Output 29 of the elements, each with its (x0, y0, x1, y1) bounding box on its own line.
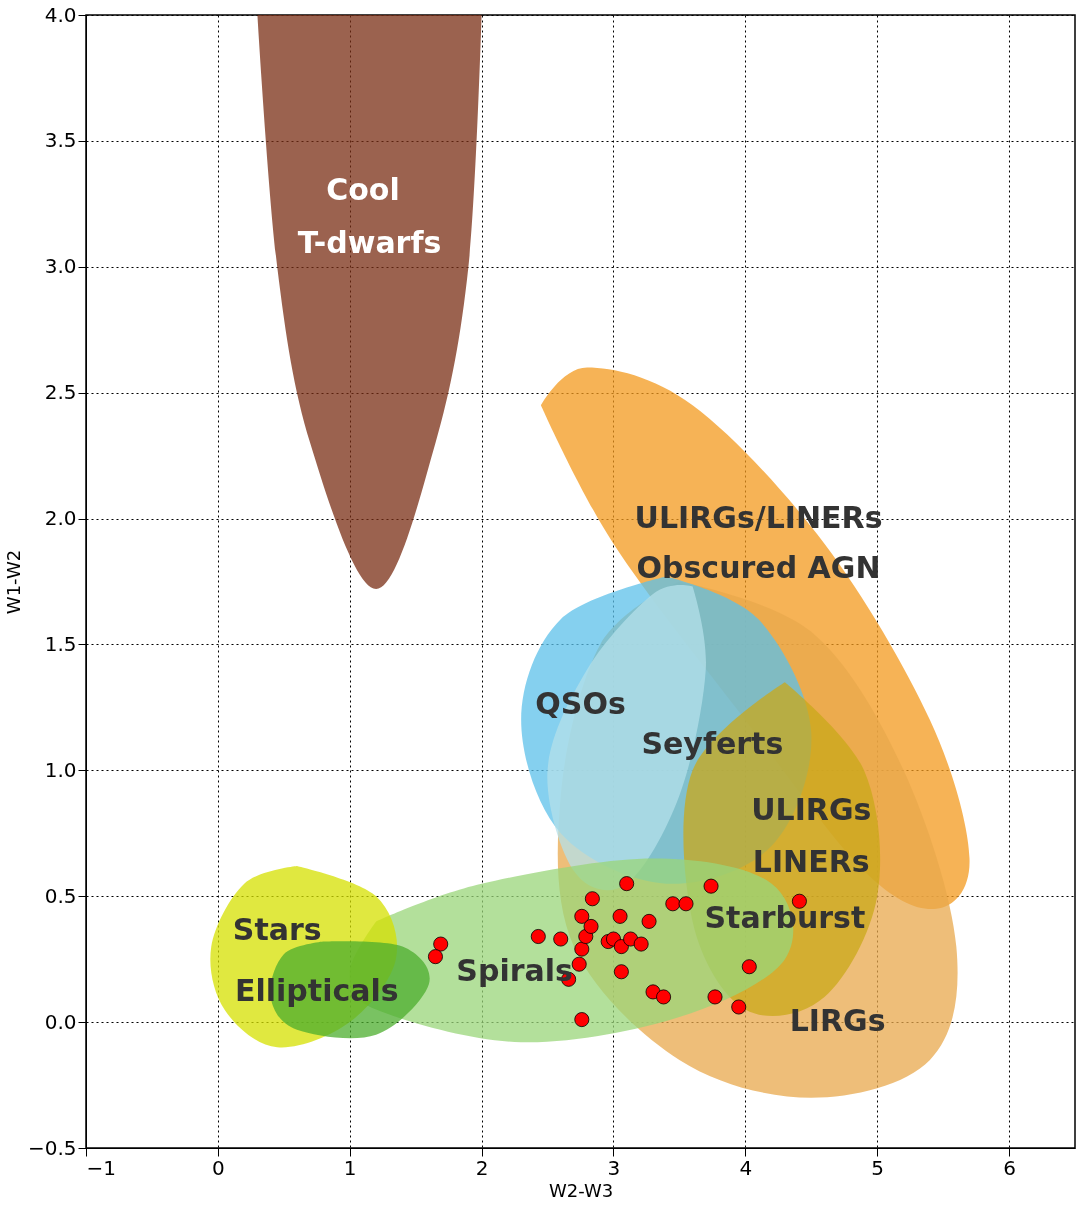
y-tick-label: −0.5 (27, 1135, 77, 1160)
x-axis-title: W2-W3 (548, 1179, 614, 1201)
annotation: Stars (232, 912, 322, 948)
annotation: LIRGs (789, 1003, 886, 1039)
y-tick-label: 3.0 (44, 254, 77, 279)
y-axis-title: W1-W2 (2, 549, 24, 615)
annotation: LINERs (752, 844, 870, 880)
y-tick-label: 3.5 (44, 128, 77, 153)
x-tick-label: 4 (739, 1155, 753, 1180)
y-tick-label: 0.0 (44, 1009, 77, 1034)
x-tick-label: 5 (871, 1155, 885, 1180)
x-tick-label: 3 (607, 1155, 621, 1180)
x-tick-label: 2 (475, 1155, 489, 1180)
annotation: Starburst (704, 899, 866, 935)
x-tick-label: −1 (86, 1155, 116, 1180)
y-tick-label: 1.5 (44, 631, 77, 656)
annotation: Spirals (456, 952, 573, 988)
x-tick-label: 6 (1003, 1155, 1016, 1180)
y-tick-label: 2.5 (44, 380, 77, 405)
x-tick-label: 1 (343, 1155, 357, 1180)
y-tick-label: 2.0 (44, 506, 77, 531)
annotation: ULIRGs (751, 791, 872, 827)
x-tick-label: 0 (212, 1155, 225, 1180)
y-tick-label: 1.0 (44, 757, 77, 782)
y-tick-label: 0.5 (44, 883, 77, 908)
annotation: Cool (326, 172, 400, 208)
annotation: T-dwarfs (297, 225, 442, 261)
y-tick-label: 4.0 (44, 2, 77, 27)
annotation: QSOs (535, 685, 626, 721)
